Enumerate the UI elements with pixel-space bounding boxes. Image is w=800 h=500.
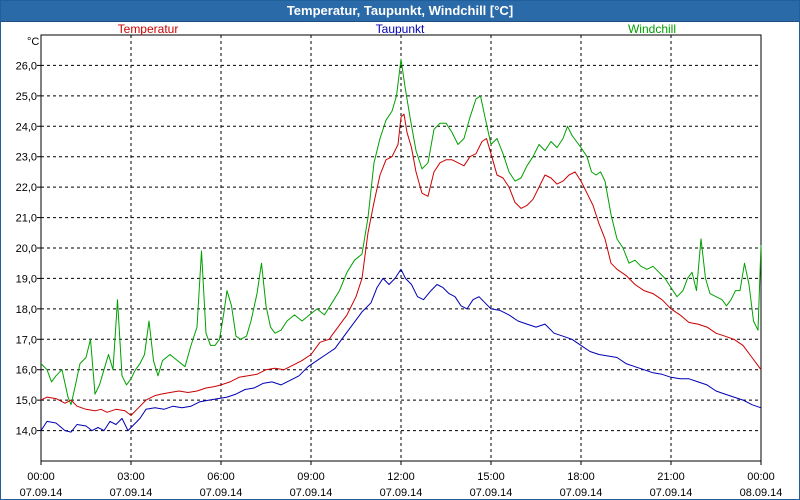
x-tick-time: 09:00 [297,471,325,483]
x-axis-ticks: 00:00 07.09.14 03:00 07.09.14 06:00 07.09.14 0… [20,461,783,499]
x-tick-date: 07.09.14 [290,487,333,499]
x-tick-date: 07.09.14 [20,487,63,499]
x-tick-date: 08.09.14 [740,487,783,499]
y-tick-label: 16,0 [16,365,37,377]
x-tick-date: 07.09.14 [650,487,693,499]
window-title: Temperatur, Taupunkt, Windchill [°C] [1,1,799,22]
y-tick-label: 17,0 [16,334,37,346]
y-tick-label: 24,0 [16,121,37,133]
y-tick-label: 23,0 [16,152,37,164]
series-lines [40,58,762,433]
series-line-temperatur [40,113,762,416]
x-tick-time: 21:00 [657,471,685,483]
y-tick-label: 19,0 [16,273,37,285]
y-tick-label: 15,0 [16,395,37,407]
legend-item-taupunkt: Taupunkt [376,22,425,36]
y-tick-label: 25,0 [16,91,37,103]
y-tick-label: 26,0 [16,60,37,72]
series-line-taupunkt [40,268,762,433]
y-axis-unit: °C [27,36,39,48]
x-tick-time: 00:00 [27,471,55,483]
y-tick-label: 21,0 [16,213,37,225]
x-tick-date: 07.09.14 [200,487,243,499]
x-tick-time: 15:00 [477,471,505,483]
grid [41,35,761,461]
legend-item-temperatur: Temperatur [118,22,179,36]
y-tick-label: 18,0 [16,304,37,316]
x-tick-time: 00:00 [747,471,775,483]
x-tick-time: 06:00 [207,471,235,483]
x-tick-time: 12:00 [387,471,415,483]
x-tick-date: 07.09.14 [560,487,603,499]
y-tick-label: 22,0 [16,182,37,194]
series-line-windchill [40,58,762,406]
legend-item-windchill: Windchill [628,22,676,36]
y-axis-ticks: 14,0 15,0 16,0 17,0 18,0 19,0 20,0 21,0 22,0 23,0… [16,60,41,438]
x-tick-date: 07.09.14 [110,487,153,499]
x-tick-date: 07.09.14 [380,487,423,499]
y-tick-label: 14,0 [16,426,37,438]
x-tick-time: 03:00 [117,471,145,483]
x-tick-time: 18:00 [567,471,595,483]
x-tick-date: 07.09.14 [470,487,513,499]
legend: Temperatur Taupunkt Windchill [118,22,676,36]
y-tick-label: 20,0 [16,243,37,255]
